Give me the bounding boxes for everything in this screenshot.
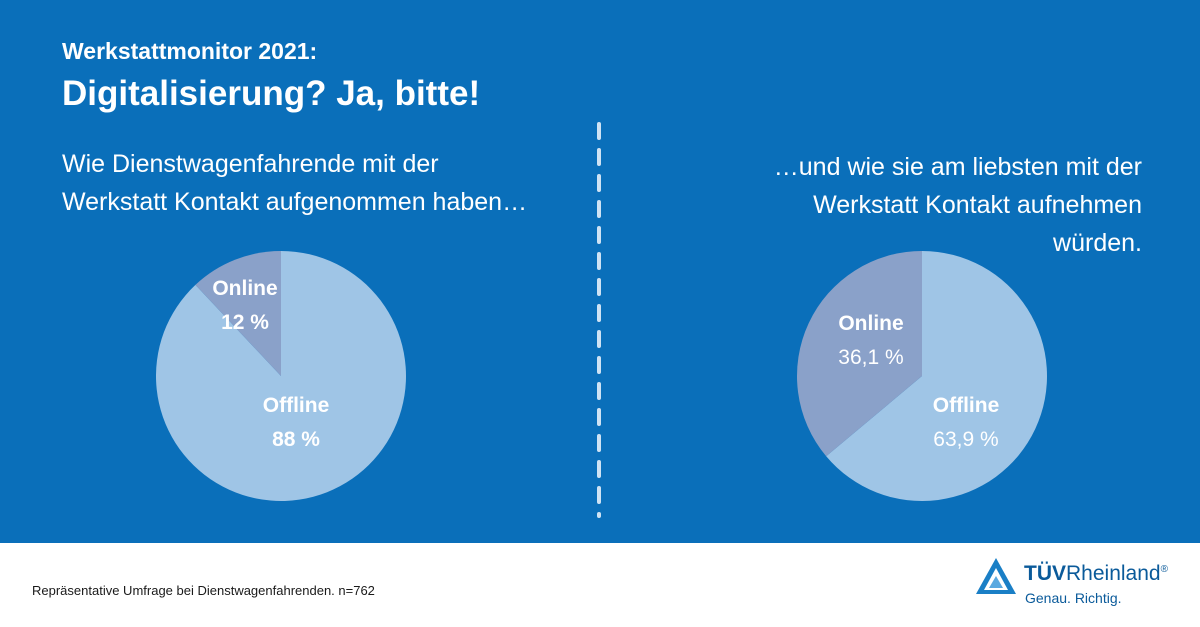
- divider-line: [597, 122, 601, 518]
- left-question: Wie Dienstwagenfahrende mit der Werkstat…: [62, 145, 527, 221]
- pie-slice-offline: [826, 251, 1047, 501]
- right-question-line-3: würden.: [1053, 229, 1142, 257]
- tuv-triangle-icon: [976, 558, 1016, 594]
- pie-label-offline: Offline: [933, 394, 1000, 417]
- logo-registered: ®: [1160, 564, 1168, 575]
- left-question-line-2: Werkstatt Kontakt aufgenommen haben…: [62, 188, 528, 216]
- pie-value-online: 12 %: [221, 311, 269, 334]
- pie-value-offline: 63,9 %: [933, 428, 998, 451]
- logo-tagline: Genau. Richtig.: [1025, 590, 1122, 606]
- pie-label-online: Online: [838, 312, 903, 335]
- logo-wordmark: TÜVRheinland®: [1024, 562, 1168, 586]
- pie-slice-online: [797, 251, 922, 457]
- hero-panel: Werkstattmonitor 2021: Digitalisierung? …: [0, 0, 1200, 543]
- pie-chart-left: Online 12 % Offline 88 %: [156, 251, 406, 501]
- pie-slice-online: [195, 251, 281, 376]
- pie-value-offline: 88 %: [272, 428, 320, 451]
- logo-rheinland: Rheinland: [1066, 562, 1161, 585]
- pie-chart-right: Online 36,1 % Offline 63,9 %: [797, 251, 1047, 501]
- footer-note: Repräsentative Umfrage bei Dienstwagenfa…: [32, 583, 375, 598]
- kicker-title: Werkstattmonitor 2021:: [62, 38, 318, 64]
- pie-label-online: Online: [212, 277, 277, 300]
- pie-label-offline: Offline: [263, 394, 330, 417]
- right-question-line-2: Werkstatt Kontakt aufnehmen: [813, 191, 1142, 219]
- logo-tuv: TÜV: [1024, 562, 1066, 585]
- left-question-line-1: Wie Dienstwagenfahrende mit der: [62, 150, 439, 178]
- right-question: …und wie sie am liebsten mit der Werksta…: [774, 148, 1142, 262]
- tuv-logo: TÜVRheinland® Genau. Richtig.: [974, 554, 1184, 612]
- pie-value-online: 36,1 %: [838, 346, 903, 369]
- headline: Digitalisierung? Ja, bitte!: [62, 74, 481, 113]
- right-question-line-1: …und wie sie am liebsten mit der: [773, 153, 1142, 181]
